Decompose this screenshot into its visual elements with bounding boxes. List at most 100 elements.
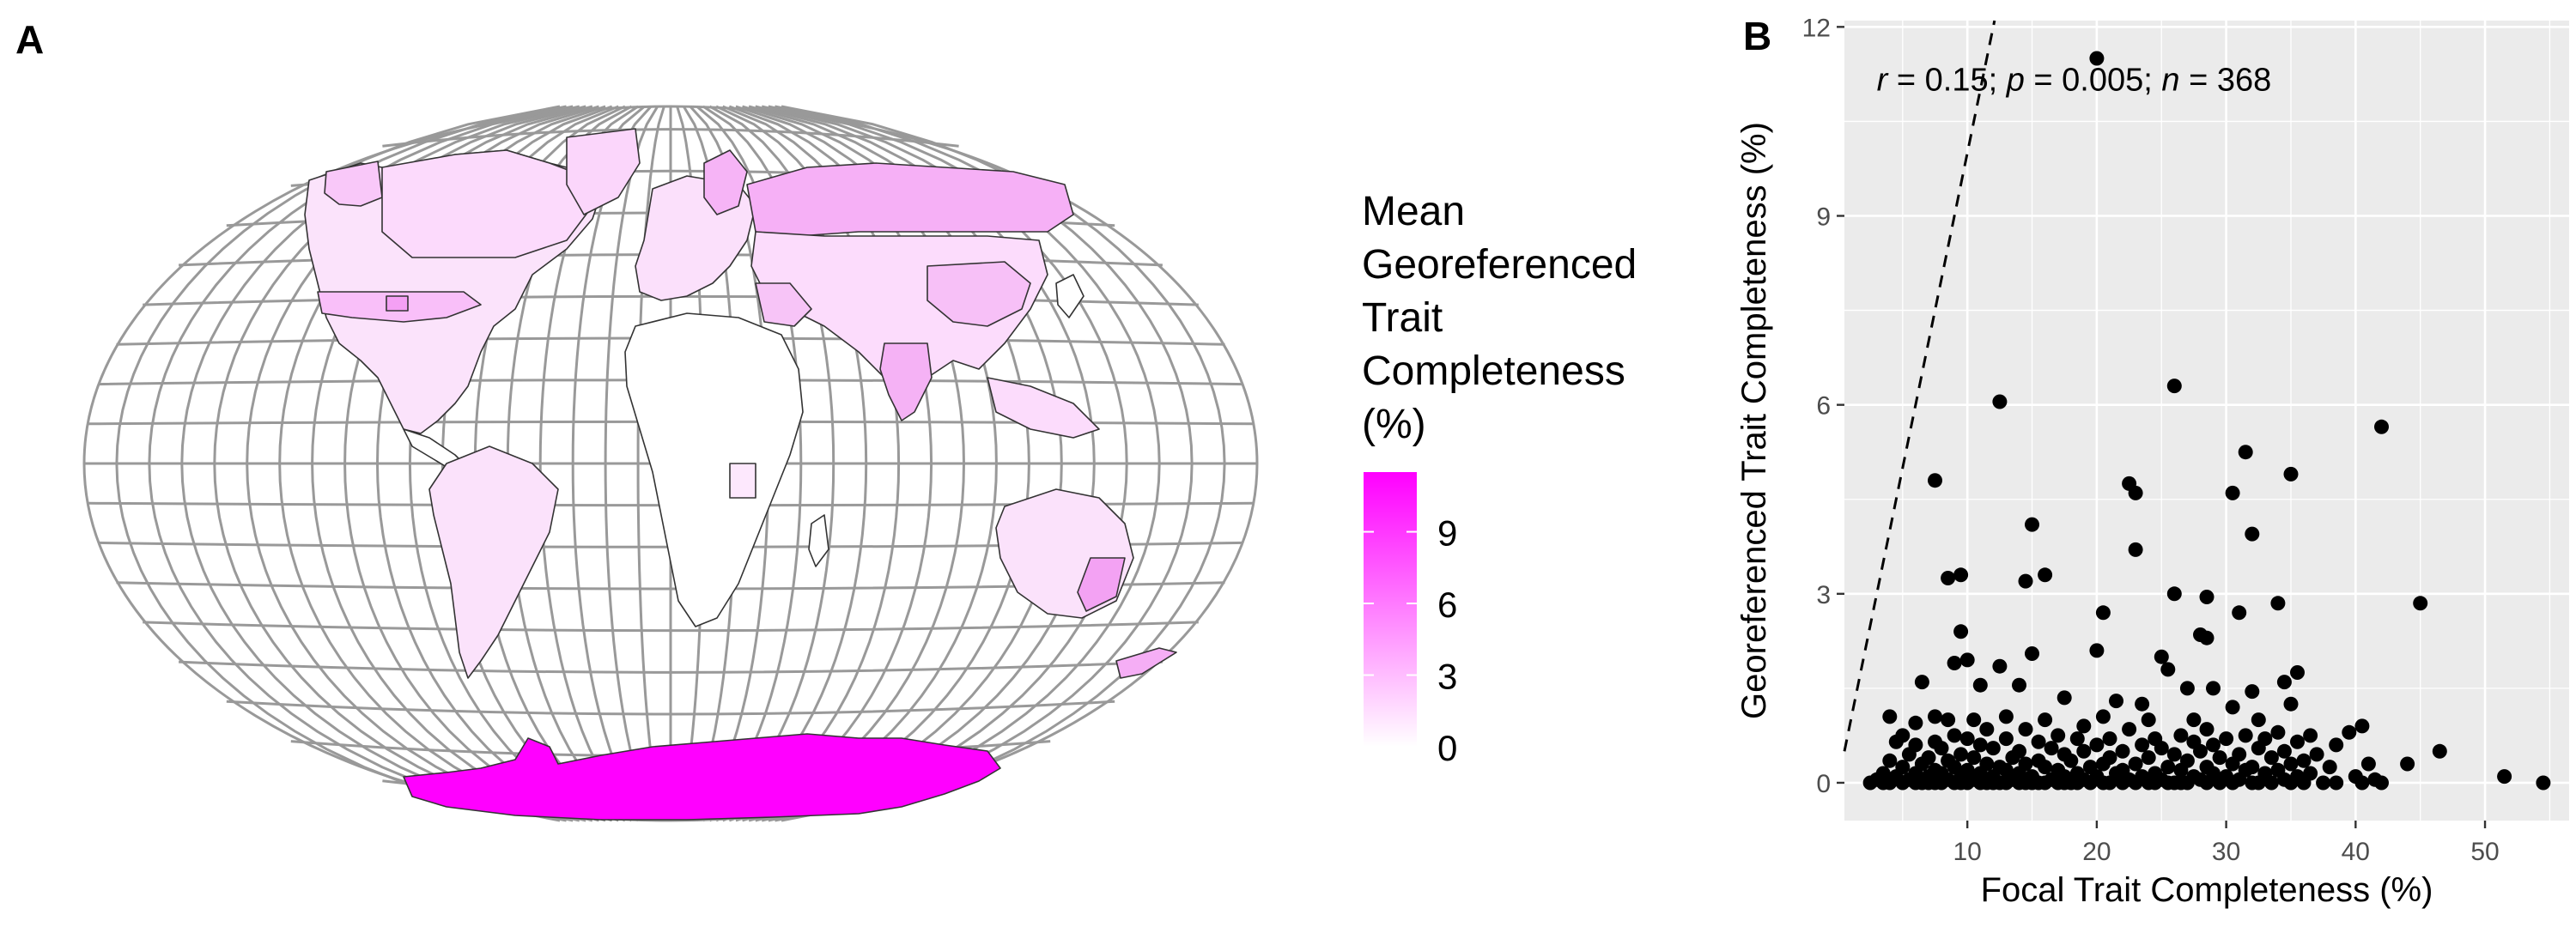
data-point	[2050, 728, 2066, 743]
data-point	[1966, 750, 1982, 766]
data-point	[2095, 605, 2111, 621]
data-point	[2057, 690, 2072, 706]
data-point	[1992, 658, 2008, 674]
middle-east	[755, 282, 812, 327]
greenland	[566, 128, 641, 215]
data-point	[2329, 737, 2344, 753]
data-point	[2245, 526, 2260, 542]
data-point	[2166, 747, 2182, 762]
data-point	[2316, 775, 2331, 791]
stats-annotation-part: p	[2006, 63, 2025, 99]
legend-tick-label: 6	[1437, 585, 1457, 625]
data-point	[2148, 775, 2163, 791]
data-point	[2238, 728, 2253, 743]
data-point	[2031, 734, 2046, 749]
stats-annotation-part: = 368	[2180, 63, 2272, 99]
scatter-plot: 10 20 30 40 50 0 3 6 9 12 r = 0.15; p = 0.005; n =…	[1735, 14, 2569, 909]
x-axis-title: Focal Trait Completeness (%)	[1981, 871, 2433, 909]
x-tick-label: 30	[2212, 838, 2240, 866]
data-point	[2329, 775, 2344, 791]
data-point	[2270, 596, 2286, 611]
data-point	[2354, 718, 2370, 734]
data-point	[2109, 694, 2123, 709]
data-point	[1908, 715, 1923, 730]
data-point	[1947, 728, 1962, 743]
world-map	[82, 105, 1259, 822]
data-point	[1959, 731, 1975, 747]
data-point	[2089, 51, 2105, 66]
data-point	[2038, 712, 2053, 728]
data-point	[2283, 756, 2299, 772]
legend-title: Mean Georeferenced Trait Completeness (%…	[1362, 189, 1649, 447]
data-point	[2063, 753, 2079, 768]
data-point	[2115, 775, 2130, 791]
data-point	[1947, 656, 1962, 670]
data-point	[2179, 775, 2195, 791]
russia	[746, 162, 1074, 237]
panel-a-label: A	[15, 17, 44, 62]
data-point	[2166, 586, 2182, 602]
data-point	[1972, 677, 1988, 693]
data-point	[2296, 775, 2312, 791]
data-point	[2044, 741, 2059, 756]
data-point	[2115, 743, 2130, 759]
data-point	[2128, 775, 2143, 791]
data-point	[1882, 775, 1898, 791]
data-point	[2245, 684, 2260, 700]
data-point	[2038, 760, 2053, 775]
data-point	[2212, 750, 2227, 766]
data-point	[1895, 775, 1911, 791]
data-point	[2263, 750, 2279, 766]
data-point	[2179, 681, 2195, 696]
y-tick-label: 9	[1816, 203, 1831, 231]
legend-colorbar	[1364, 472, 1417, 747]
data-point	[2206, 737, 2221, 753]
data-point	[1985, 741, 2001, 756]
data-point	[2225, 756, 2240, 772]
data-point	[2095, 756, 2111, 772]
data-point	[2154, 741, 2169, 756]
data-point	[1901, 747, 1917, 762]
data-point	[2413, 596, 2428, 611]
data-point	[2025, 646, 2039, 661]
southeast-asia	[987, 377, 1100, 439]
new-zealand	[1115, 647, 1177, 679]
antarctica	[403, 733, 1001, 821]
plot-panel	[1844, 21, 2569, 821]
data-point	[2069, 731, 2085, 747]
land-masses	[304, 128, 1177, 821]
identity-reference-line	[1843, 20, 1996, 752]
africa	[624, 312, 804, 627]
data-point	[2283, 466, 2299, 482]
data-point	[2160, 760, 2176, 775]
data-point	[1953, 567, 1969, 583]
india	[879, 342, 933, 421]
data-point	[1941, 712, 1956, 728]
data-point	[1934, 741, 1949, 756]
data-point	[2290, 665, 2305, 680]
data-point	[2076, 743, 2092, 759]
data-point	[1953, 624, 1969, 639]
japan	[1055, 274, 1084, 318]
data-point	[2232, 605, 2247, 621]
stats-annotation: r = 0.15; p = 0.005; n = 368	[1877, 63, 2272, 99]
data-point	[2135, 696, 2150, 712]
china	[927, 261, 1031, 327]
y-tick-label: 12	[1802, 14, 1831, 42]
data-point	[2095, 709, 2111, 724]
data-point	[2536, 775, 2551, 791]
stats-annotation-part: = 0.005;	[2025, 63, 2162, 99]
data-point	[2303, 728, 2318, 743]
australia-east	[1077, 557, 1126, 612]
data-point	[2199, 775, 2215, 791]
graticule-parallel	[179, 660, 1163, 674]
data-point	[1882, 753, 1898, 768]
data-point	[2374, 775, 2389, 791]
data-point	[2251, 741, 2266, 756]
south-america	[428, 445, 559, 679]
data-point	[2225, 485, 2240, 500]
data-point	[1941, 571, 1956, 585]
data-point	[2069, 775, 2085, 791]
data-point	[2225, 775, 2240, 791]
x-tick-label: 40	[2342, 838, 2370, 866]
